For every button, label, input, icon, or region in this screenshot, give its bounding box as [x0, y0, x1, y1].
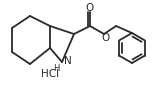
- Text: N: N: [64, 56, 72, 66]
- Text: O: O: [102, 33, 110, 43]
- Text: HCl: HCl: [41, 69, 59, 79]
- Text: O: O: [86, 3, 94, 13]
- Text: H: H: [54, 64, 60, 73]
